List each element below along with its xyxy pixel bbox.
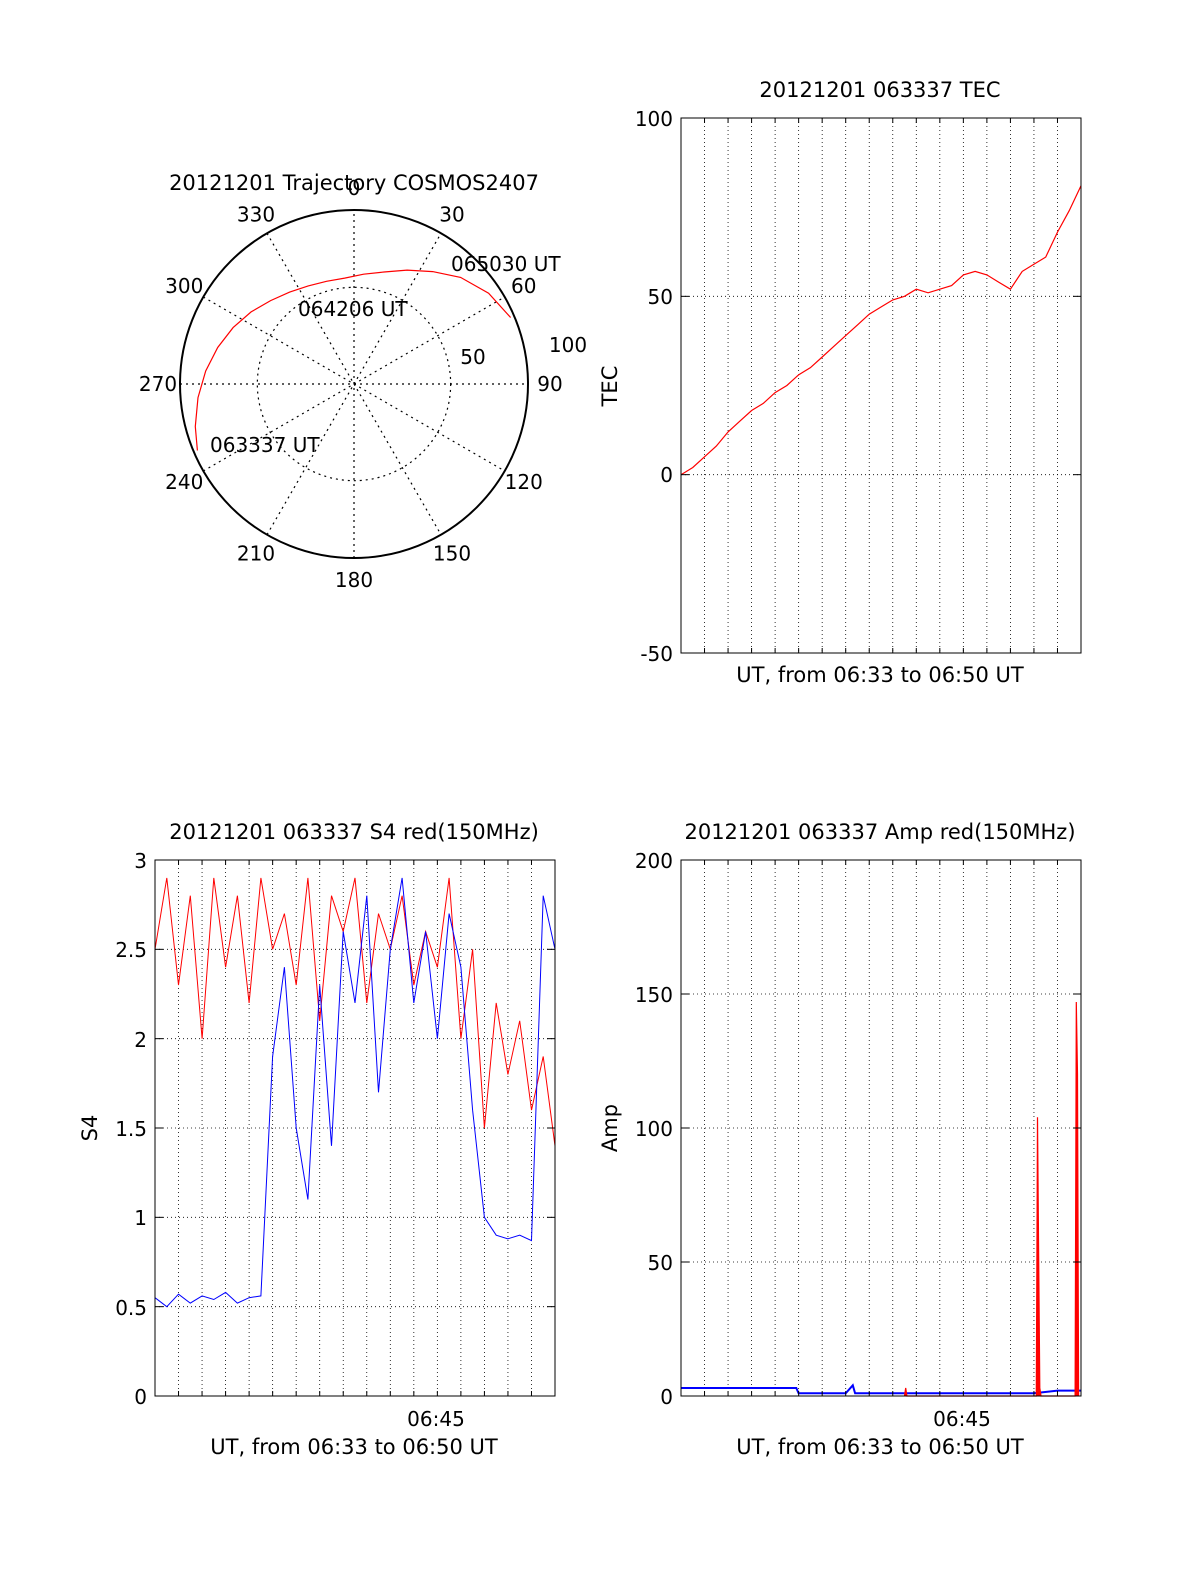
polar-angle-labels: 0 30 60 90 120 150 180 210 240 270 300 330 <box>139 176 563 592</box>
amp-ytick-0: 0 <box>660 1385 673 1409</box>
polar-angle-label: 90 <box>537 372 562 396</box>
s4-axis-ticks <box>155 859 555 1397</box>
amp-ytick-100: 100 <box>635 1117 673 1141</box>
amp-ylabel: Amp <box>598 1104 622 1152</box>
s4-ytick-3: 3 <box>134 849 147 873</box>
polar-annotation-mid: 064206 UT <box>298 297 408 321</box>
tec-ytick-100: 100 <box>635 107 673 131</box>
s4-title: 20121201 063337 S4 red(150MHz) <box>169 820 539 844</box>
amp-title: 20121201 063337 Amp red(150MHz) <box>684 820 1075 844</box>
polar-angle-label: 60 <box>511 274 536 298</box>
polar-spoke <box>266 233 442 535</box>
s4-ytick-2_5: 2.5 <box>115 938 147 962</box>
polar-radial-label-50: 50 <box>460 345 485 369</box>
s4-red-series-line <box>154 877 556 1146</box>
polar-angle-label: 120 <box>505 470 543 494</box>
amp-axis-ticks <box>681 859 1081 1397</box>
polar-angle-label: 270 <box>139 372 177 396</box>
polar-angle-label: 210 <box>237 542 275 566</box>
polar-angle-label: 180 <box>335 568 373 592</box>
s4-blue-series-line <box>154 877 556 1308</box>
tec-xlabel: UT, from 06:33 to 06:50 UT <box>736 663 1024 687</box>
tec-ytick-0: 0 <box>660 463 673 487</box>
amp-red-series-line <box>903 1001 1080 1397</box>
polar-trajectory-panel: 20121201 Trajectory COSMOS2407 0 30 60 90 12… <box>139 171 587 592</box>
amp-grid <box>681 860 1081 1396</box>
polar-angle-label: 0 <box>348 176 361 200</box>
tec-ylabel: TEC <box>598 366 622 408</box>
tec-panel: 20121201 063337 TEC 100 50 0 -50 TEC UT,… <box>598 78 1082 687</box>
polar-annotation-start: 063337 UT <box>210 433 320 457</box>
polar-angle-label: 150 <box>433 542 471 566</box>
polar-angle-label: 240 <box>165 470 203 494</box>
tec-plot-frame <box>680 117 1082 654</box>
polar-radial-label-100: 100 <box>549 333 587 357</box>
polar-title: 20121201 Trajectory COSMOS2407 <box>169 171 539 195</box>
amp-panel: 20121201 063337 Amp red(150MHz) 200 150 … <box>598 820 1082 1459</box>
tec-series-line <box>680 185 1082 476</box>
s4-xlabel: UT, from 06:33 to 06:50 UT <box>210 1435 498 1459</box>
s4-ytick-1: 1 <box>134 1206 147 1230</box>
s4-panel: 20121201 063337 S4 red(150MHz) 3 2.5 2 1… <box>78 820 556 1459</box>
polar-angle-label: 330 <box>237 202 275 226</box>
tec-title: 20121201 063337 TEC <box>759 78 1000 102</box>
amp-xlabel: UT, from 06:33 to 06:50 UT <box>736 1435 1024 1459</box>
polar-angle-label: 30 <box>439 202 464 226</box>
polar-annotation-end: 065030 UT <box>451 252 561 276</box>
tec-ytick-50: 50 <box>648 285 673 309</box>
polar-ring-50 <box>256 286 452 482</box>
s4-grid <box>155 860 555 1396</box>
amp-ytick-200: 200 <box>635 849 673 873</box>
tec-axis-ticks <box>681 117 1081 654</box>
tec-grid <box>681 118 1081 653</box>
s4-ytick-2: 2 <box>134 1028 147 1052</box>
s4-ytick-0: 0 <box>134 1385 147 1409</box>
polar-outer-ring <box>179 209 529 559</box>
polar-trajectory-line <box>194 269 512 451</box>
tec-ytick-neg50: -50 <box>640 642 673 666</box>
amp-blue-series-line <box>681 1383 1081 1395</box>
s4-ylabel: S4 <box>78 1115 102 1142</box>
polar-grid <box>180 210 528 558</box>
s4-ytick-1_5: 1.5 <box>115 1117 147 1141</box>
amp-ytick-150: 150 <box>635 983 673 1007</box>
polar-angle-label: 300 <box>165 274 203 298</box>
s4-ytick-0_5: 0.5 <box>115 1296 147 1320</box>
amp-ytick-50: 50 <box>648 1251 673 1275</box>
s4-xtick-0645: 06:45 <box>407 1407 465 1431</box>
amp-xtick-0645: 06:45 <box>933 1407 991 1431</box>
